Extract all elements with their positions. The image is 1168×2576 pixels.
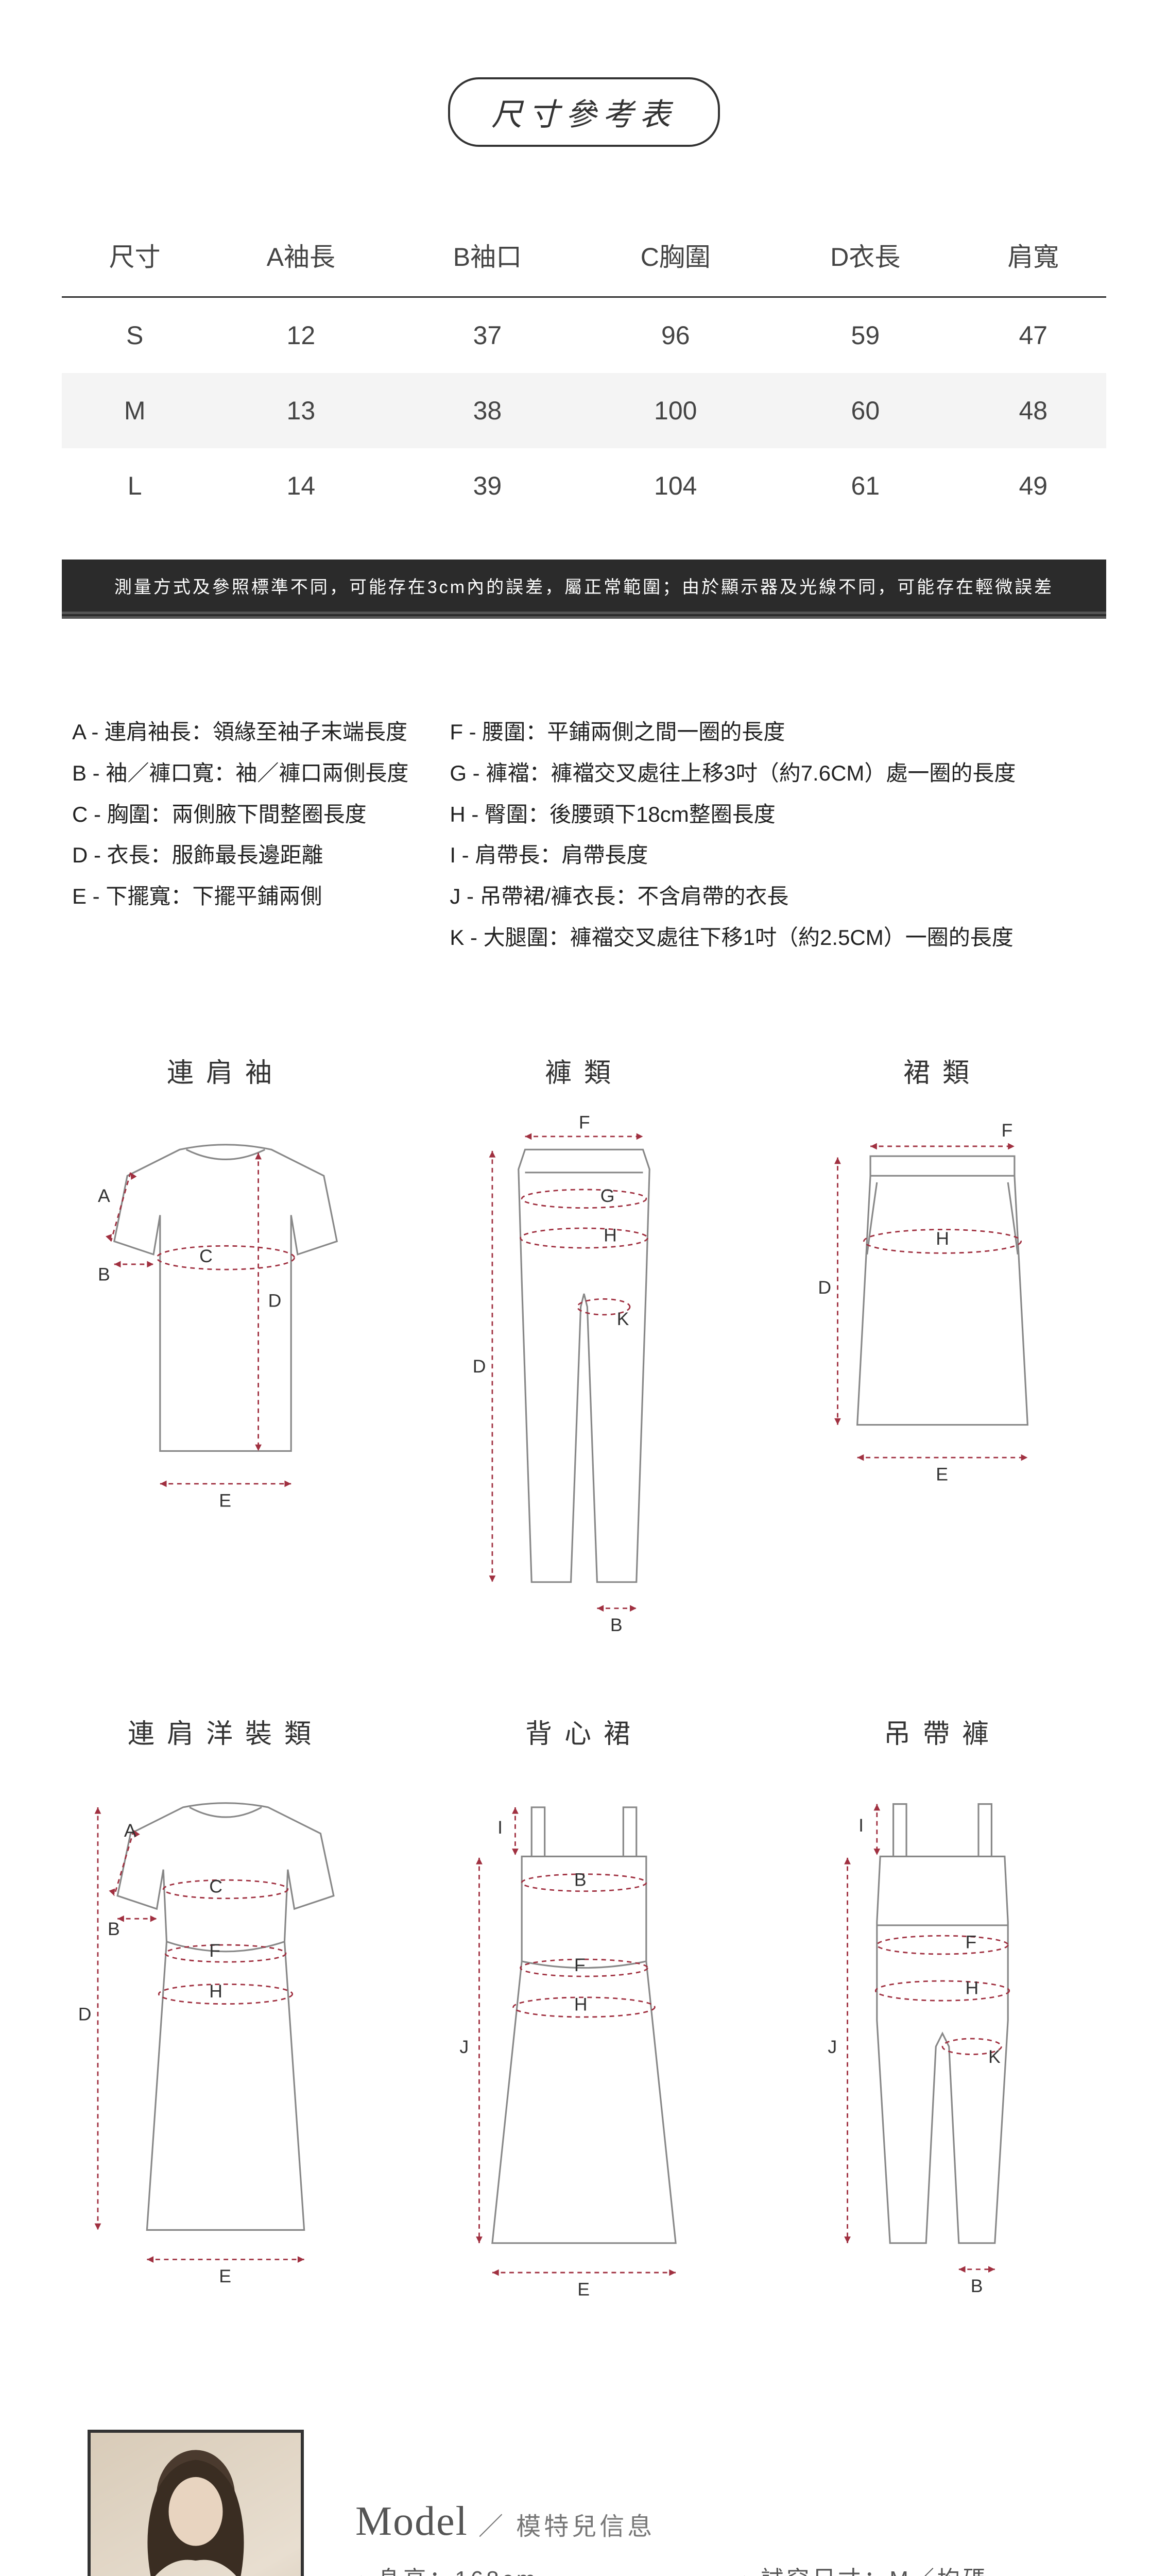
svg-text:H: H xyxy=(936,1228,949,1249)
svg-text:H: H xyxy=(604,1225,617,1245)
diagram-grid: 連肩袖 A B C D E 褲類 F G H K D B 裙類 F H D E … xyxy=(62,1051,1106,2311)
svg-text:E: E xyxy=(219,2266,231,2286)
svg-text:E: E xyxy=(219,1490,231,1511)
model-photo: @蕭蕭 xyxy=(88,2430,304,2576)
svg-text:K: K xyxy=(617,1309,629,1329)
svg-text:C: C xyxy=(199,1246,213,1266)
table-cell: L xyxy=(62,448,208,523)
table-cell: 60 xyxy=(770,373,960,448)
svg-text:F: F xyxy=(209,1940,220,1961)
measurement-legend: A - 連肩袖長：領緣至袖子末端長度B - 袖／褲口寬：袖／褲口兩側長度C - … xyxy=(62,711,1106,958)
svg-text:J: J xyxy=(828,2037,837,2057)
svg-text:F: F xyxy=(1001,1120,1012,1141)
svg-text:E: E xyxy=(577,2279,590,2299)
table-header: A袖長 xyxy=(208,214,394,297)
table-cell: 100 xyxy=(580,373,770,448)
table-cell: 37 xyxy=(394,297,580,374)
diagram-title: 褲類 xyxy=(420,1051,748,1090)
table-cell: M xyxy=(62,373,208,448)
model-section: @蕭蕭 Model／ 模特兒信息 身高：168cm 試穿尺寸：M／均碼 體重：4… xyxy=(62,2414,1106,2576)
svg-text:B: B xyxy=(98,1264,110,1284)
legend-line: C - 胸圍：兩側腋下間整圈長度 xyxy=(72,794,408,835)
svg-text:I: I xyxy=(497,1817,503,1838)
svg-text:F: F xyxy=(574,1955,586,1975)
diagram-raglan-top: 連肩袖 A B C D E xyxy=(62,1051,389,1650)
size-table: 尺寸A袖長B袖口C胸圍D衣長肩寬 S1237965947M13381006048… xyxy=(62,214,1106,523)
table-header: 尺寸 xyxy=(62,214,208,297)
svg-text:F: F xyxy=(966,1931,977,1952)
svg-text:B: B xyxy=(574,1869,587,1890)
table-cell: 61 xyxy=(770,448,960,523)
svg-text:G: G xyxy=(600,1185,615,1206)
legend-line: G - 褲襠：褲襠交叉處往上移3吋（約7.6CM）處一圈的長度 xyxy=(450,753,1016,794)
table-header: 肩寬 xyxy=(960,214,1106,297)
table-cell: 38 xyxy=(394,373,580,448)
svg-text:E: E xyxy=(936,1464,948,1484)
diagram-title: 連肩洋裝類 xyxy=(62,1712,389,1751)
table-cell: S xyxy=(62,297,208,374)
table-cell: 13 xyxy=(208,373,394,448)
svg-text:K: K xyxy=(988,2046,1001,2067)
svg-text:B: B xyxy=(108,1919,120,1939)
svg-text:B: B xyxy=(610,1615,623,1635)
svg-text:D: D xyxy=(78,2004,92,2024)
legend-line: B - 袖／褲口寬：袖／褲口兩側長度 xyxy=(72,753,408,794)
legend-line: A - 連肩袖長：領緣至袖子末端長度 xyxy=(72,711,408,753)
legend-line: H - 臀圍：後腰頭下18cm整圈長度 xyxy=(450,794,1016,835)
diagram-title: 背心裙 xyxy=(420,1712,748,1751)
table-row: S1237965947 xyxy=(62,297,1106,374)
svg-text:C: C xyxy=(209,1876,222,1896)
svg-text:A: A xyxy=(98,1185,110,1206)
diagram-raglan-dress: 連肩洋裝類 A B C F H D E xyxy=(62,1712,389,2311)
svg-text:B: B xyxy=(971,2276,983,2296)
legend-line: E - 下擺寬：下擺平鋪兩側 xyxy=(72,876,408,917)
legend-line: D - 衣長：服飾最長邊距離 xyxy=(72,835,408,876)
model-silhouette-icon xyxy=(91,2433,301,2576)
diagram-pants: 褲類 F G H K D B xyxy=(420,1051,748,1650)
table-cell: 14 xyxy=(208,448,394,523)
legend-line: F - 腰圍：平鋪兩側之間一圈的長度 xyxy=(450,711,1016,753)
svg-text:F: F xyxy=(579,1112,590,1132)
table-header: D衣長 xyxy=(770,214,960,297)
svg-text:I: I xyxy=(858,1815,864,1836)
svg-text:A: A xyxy=(124,1820,136,1841)
diagram-title: 裙類 xyxy=(779,1051,1106,1090)
table-cell: 59 xyxy=(770,297,960,374)
table-cell: 49 xyxy=(960,448,1106,523)
table-cell: 104 xyxy=(580,448,770,523)
diagram-skirt: 裙類 F H D E xyxy=(779,1051,1106,1650)
diagram-title: 連肩袖 xyxy=(62,1051,389,1090)
diagram-overall: 吊帶褲 I F H K J B xyxy=(779,1712,1106,2311)
svg-text:D: D xyxy=(268,1290,282,1311)
model-stat-trysize: 試穿尺寸：M／均碼 xyxy=(738,2561,1080,2576)
disclaimer-bar: 測量方式及參照標準不同，可能存在3cm內的誤差，屬正常範圍；由於顯示器及光線不同… xyxy=(62,560,1106,619)
table-row: L14391046149 xyxy=(62,448,1106,523)
svg-text:H: H xyxy=(574,1994,588,2014)
table-header: B袖口 xyxy=(394,214,580,297)
table-row: M13381006048 xyxy=(62,373,1106,448)
diagram-cami-dress: 背心裙 I B F H J E xyxy=(420,1712,748,2311)
model-heading: Model／ 模特兒信息 xyxy=(355,2498,1080,2545)
svg-text:H: H xyxy=(209,1981,222,2002)
table-cell: 39 xyxy=(394,448,580,523)
diagram-title: 吊帶褲 xyxy=(779,1712,1106,1751)
table-header: C胸圍 xyxy=(580,214,770,297)
table-cell: 48 xyxy=(960,373,1106,448)
svg-text:D: D xyxy=(473,1356,486,1377)
model-stat-height: 身高：168cm xyxy=(355,2561,697,2576)
page-title: 尺寸參考表 xyxy=(448,77,720,147)
legend-line: J - 吊帶裙/褲衣長：不含肩帶的衣長 xyxy=(450,876,1016,917)
legend-line: I - 肩帶長：肩帶長度 xyxy=(450,835,1016,876)
table-cell: 47 xyxy=(960,297,1106,374)
legend-line: K - 大腿圍：褲襠交叉處往下移1吋（約2.5CM）一圈的長度 xyxy=(450,917,1016,958)
svg-text:D: D xyxy=(818,1277,831,1298)
table-cell: 12 xyxy=(208,297,394,374)
svg-text:H: H xyxy=(966,1977,979,1998)
svg-text:J: J xyxy=(459,2037,469,2057)
table-cell: 96 xyxy=(580,297,770,374)
